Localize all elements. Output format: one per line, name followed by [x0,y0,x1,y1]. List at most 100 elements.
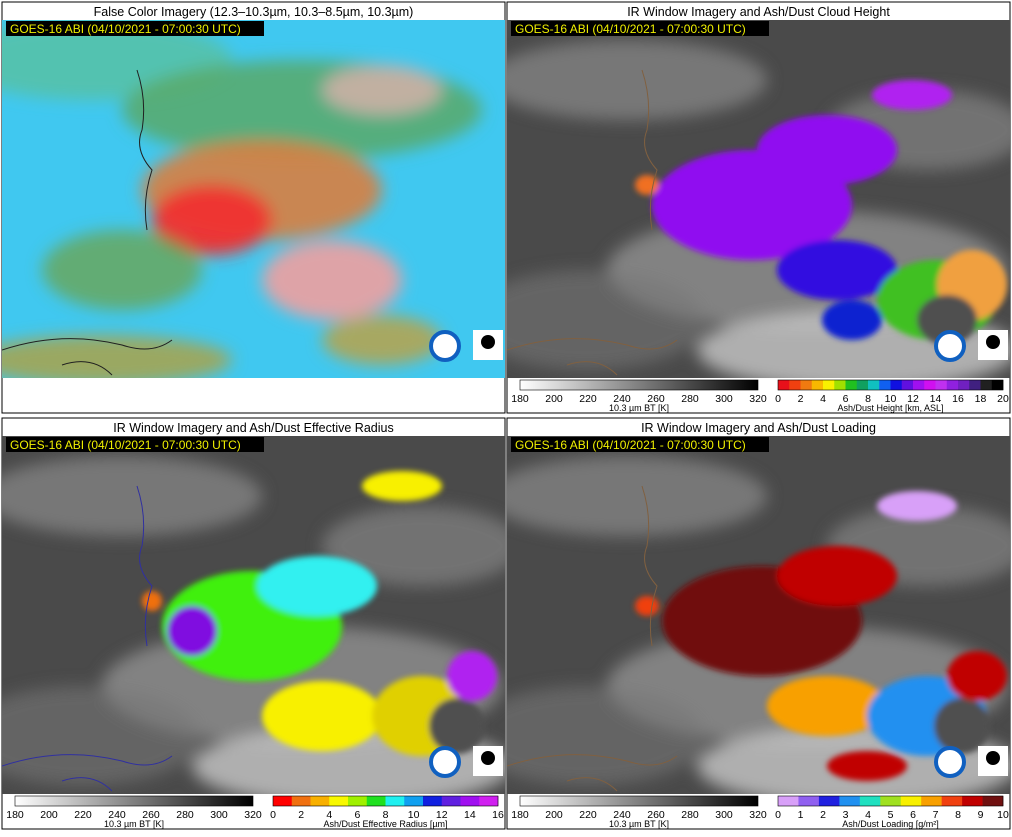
colorbar-swatch [385,796,405,806]
colorbar-gradient [14,795,254,807]
satellite-image: GOES-16 ABI (04/10/2021 - 07:00:30 UTC) [2,436,505,794]
colorbar-tick-label: 8 [955,809,961,821]
colorbar-tick-label: 8 [383,809,389,821]
cloud [322,506,505,586]
colorbar-swatch [834,380,846,390]
colorbar-swatch [900,796,922,806]
ash-layer [2,20,482,378]
colorbar-tick-label: 8 [865,393,871,405]
timestamp-box [511,437,769,452]
ash-cloud [42,230,202,310]
colorbar-swatch [921,796,942,806]
panel: IR Window Imagery and Ash/Dust Effective… [1,417,506,830]
colorbar-swatch [404,796,424,806]
timestamp: GOES-16 ABI (04/10/2021 - 07:00:30 UTC) [10,22,241,36]
colorbar-tick-label: 16 [492,809,504,821]
colorbar-tick-label: 14 [464,809,476,821]
colorbar-tick-label: 260 [647,393,665,405]
panel: IR Window Imagery and Ash/Dust Loading GO… [506,417,1011,830]
colorbar-frame [272,795,499,807]
colorbar-swatch [789,380,801,390]
colorbar-tick-label: 220 [74,809,92,821]
panel: IR Window Imagery and Ash/Dust Cloud Hei… [506,1,1011,414]
colorbar-tick-label: 5 [888,809,894,821]
colorbar-swatch [778,796,799,806]
cloud [507,40,767,120]
timestamp-box [511,21,769,36]
colorbar-swatch [798,796,820,806]
noaa-logo [934,746,966,778]
colorbar-tick-label: 9 [978,809,984,821]
colorbar-frame [777,379,1004,391]
colorbar-swatch [310,796,330,806]
colorbar-swatch [818,796,840,806]
colorbar-swatch [291,796,311,806]
colorbar-swatch [962,796,983,806]
ash-cloud [947,651,1007,701]
colorbar-swatch [980,380,993,390]
panel-title: IR Window Imagery and Ash/Dust Cloud Hei… [627,5,890,19]
ash-cloud [447,651,497,701]
ash-cloud [152,185,272,255]
timestamp: GOES-16 ABI (04/10/2021 - 07:00:30 UTC) [515,438,746,452]
colorbar-label: Ash/Dust Effective Radius [µm] [323,819,447,829]
colorbar-tick-label: 280 [681,393,699,405]
colorbar-swatch [880,796,902,806]
ash-layer [635,491,1007,781]
colorbar: 180 200 220 240 260 280 300 320 10.3 µm BT [K] [511,795,767,829]
colorbar-swatch [479,796,499,806]
colorbar-swatch [329,796,349,806]
cloud [507,686,707,786]
colorbar-swatch [859,796,881,806]
colorbar: 180 200 220 240 260 280 300 320 10.3 µm BT [K] [6,795,262,829]
colorbar-swatch [969,380,981,390]
colorbar-tick-label: 280 [176,809,194,821]
colorbar-tick-label: 6 [910,809,916,821]
ash-cloud [257,556,377,616]
colorbar-tick-label: 240 [613,809,631,821]
colorbar-swatch [935,380,948,390]
ash-cloud [635,175,659,195]
ash-cloud [2,335,232,378]
colorbar-gradient [519,795,759,807]
colorbar-tick-label: 0 [775,393,781,405]
ash-cloud [362,471,442,501]
noaa-logo [934,330,966,362]
colorbar: 180 200 220 240 260 280 300 320 10.3 µm BT [K] [511,379,767,413]
colorbar-tick-label: 2 [798,393,804,405]
ash-cloud [757,115,897,185]
panel-title: IR Window Imagery and Ash/Dust Loading [641,421,876,435]
noaa-logo [429,746,461,778]
ash-cloud [917,295,977,345]
ash-cloud [777,240,897,300]
colorbar-swatch [800,380,813,390]
colorbar-swatch [868,380,880,390]
panel: False Color Imagery (12.3–10.3µm, 10.3–8… [1,1,506,414]
satellite-image: GOES-16 ABI (04/10/2021 - 07:00:30 UTC) [507,20,1010,378]
colorbar: 0 2 4 6 8 10 12 14 16 18 20 Ash/Dust Height [km, AS… [775,379,1009,413]
cloud [2,686,202,786]
ash-cloud [429,698,485,754]
colorbar-tick-label: 12 [907,393,919,405]
ash-cloud [635,596,659,616]
colorbar-swatch [839,796,861,806]
coastline [2,485,173,792]
colorbar-tick-label: 12 [436,809,448,821]
ash-layer [142,471,497,756]
ash-cloud [822,300,882,340]
ash-cloud [872,80,952,110]
ash-cloud [142,591,162,611]
colorbar-swatch [823,380,835,390]
colorbar-tick-label: 1 [798,809,804,821]
satellite-image: GOES-16 ABI (04/10/2021 - 07:00:30 UTC) [2,20,505,378]
colorbar-tick-label: 240 [613,393,631,405]
colorbar-tick-label: 2 [298,809,304,821]
colorbar-swatch [845,380,858,390]
colorbar-tick-label: 18 [975,393,987,405]
colorbar-tick-label: 220 [579,809,597,821]
colorbar-tick-label: 6 [843,393,849,405]
timestamp: GOES-16 ABI (04/10/2021 - 07:00:30 UTC) [10,438,241,452]
colorbar-tick-label: 3 [843,809,849,821]
coastline [507,69,678,376]
